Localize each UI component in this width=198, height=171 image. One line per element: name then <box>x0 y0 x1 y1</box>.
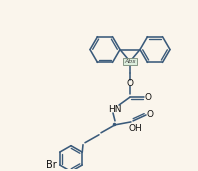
Text: O: O <box>127 79 133 88</box>
Text: HN: HN <box>108 104 122 114</box>
Text: O: O <box>147 110 153 120</box>
Text: Abs: Abs <box>124 59 136 64</box>
Text: O: O <box>145 93 151 102</box>
Text: OH: OH <box>128 124 142 133</box>
Text: Br: Br <box>46 160 57 170</box>
